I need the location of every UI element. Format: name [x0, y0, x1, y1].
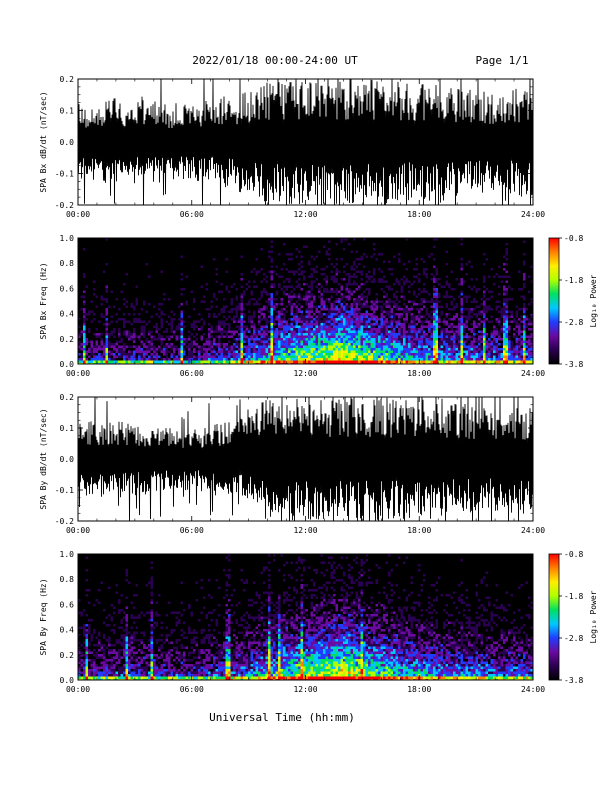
x-tick-label: 18:00	[407, 526, 431, 535]
colorbar-tick-label: -0.8	[564, 550, 583, 559]
x-tick-label: 06:00	[180, 210, 204, 219]
x-axis: 00:00 06:00 12:00 18:00 24:00	[66, 238, 545, 378]
colorbar-tick-label: -3.8	[564, 360, 583, 369]
x-tick-label: 18:00	[407, 685, 431, 694]
y-tick-label: 1.0	[60, 550, 75, 559]
colorbar: -0.8 -1.8 -2.8 -3.8 Log₁₀ Power	[548, 234, 598, 369]
y-axis-label: SPA By dB/dt (nT/sec)	[39, 408, 48, 509]
colorbar-label: Log₁₀ Power	[589, 274, 598, 327]
y-tick-label: 0.1	[60, 424, 75, 433]
y-axis: 1.0 0.8 0.6 0.4 0.2 0.0	[60, 550, 533, 685]
page-indicator: Page 1/1	[476, 54, 529, 67]
panels: 0.20.10.0-0.1-0.200:00 06:00 12:00 18:00 24:…	[39, 75, 598, 694]
y-tick-label: 0.8	[60, 259, 75, 268]
y-tick-label: 0.4	[60, 310, 75, 319]
x-tick-label: 12:00	[293, 685, 317, 694]
x-tick-label: 00:00	[66, 210, 90, 219]
x-tick-label: 00:00	[66, 369, 90, 378]
y-tick-label: 0.2	[60, 335, 75, 344]
plot-area	[78, 554, 533, 680]
x-tick-label: 24:00	[521, 210, 545, 219]
colorbar-tick-label: -0.8	[564, 234, 583, 243]
y-tick-label: -0.2	[55, 201, 74, 210]
x-axis: 00:00 06:00 12:00 18:00 24:00	[66, 397, 545, 535]
y-tick-label: 0.0	[60, 360, 75, 369]
x-tick-label: 06:00	[180, 685, 204, 694]
x-axis: 00:00 06:00 12:00 18:00 24:00	[66, 79, 545, 219]
colorbar-label: Log₁₀ Power	[589, 590, 598, 643]
colorbar-tick-label: -2.8	[564, 318, 583, 327]
x-tick-label: 24:00	[521, 526, 545, 535]
colorbar-tick-label: -1.8	[564, 276, 583, 285]
spectrogram-cells	[78, 238, 533, 364]
date-range-title: 2022/01/18 00:00-24:00 UT	[192, 54, 358, 67]
y-tick-label: 0.2	[60, 651, 75, 660]
colorbar-scale	[548, 237, 560, 365]
y-tick-label: 0.0	[60, 138, 75, 147]
y-axis: 1.0 0.8 0.6 0.4 0.2 0.0	[60, 234, 533, 369]
y-tick-label: 0.0	[60, 455, 75, 464]
x-tick-label: 18:00	[407, 369, 431, 378]
y-tick-label: -0.2	[55, 517, 74, 526]
y-tick-label: -0.1	[55, 170, 74, 179]
y-tick-label: 0.4	[60, 626, 75, 635]
x-tick-label: 12:00	[293, 210, 317, 219]
y-tick-label: -0.1	[55, 486, 74, 495]
y-tick-label: 0.0	[60, 676, 75, 685]
y-tick-label: 0.6	[60, 284, 75, 293]
y-axis-label: SPA Bx Freq (Hz)	[39, 262, 48, 339]
spectrogram-cells	[78, 554, 533, 680]
x-tick-label: 24:00	[521, 369, 545, 378]
colorbar-tick-label: -1.8	[564, 592, 583, 601]
x-axis: 00:00 06:00 12:00 18:00 24:00	[66, 554, 545, 694]
x-tick-label: 06:00	[180, 369, 204, 378]
x-axis-title: Universal Time (hh:mm)	[209, 711, 355, 724]
panel-1: 0.2 0.1 0.0 -0.1 -0.200:00 06:00 12:00 18:00 24:…	[39, 75, 545, 219]
colorbar-tick-label: -2.8	[564, 634, 583, 643]
y-axis-label: SPA By Freq (Hz)	[39, 578, 48, 655]
y-tick-label: 0.2	[60, 75, 75, 84]
x-tick-label: 12:00	[293, 526, 317, 535]
y-axis-label: SPA Bx dB/dt (nT/sec)	[39, 91, 48, 192]
panel-3: 0.2 0.1 0.0 -0.1 -0.200:00 06:00 12:00 18:00 24:…	[39, 393, 545, 535]
plot-area	[78, 238, 533, 364]
colorbar-tick-label: -3.8	[564, 676, 583, 685]
waveform-trace	[78, 397, 533, 521]
y-axis: 0.2 0.1 0.0 -0.1 -0.2	[55, 75, 533, 210]
plot-area	[78, 397, 533, 521]
x-tick-label: 24:00	[521, 685, 545, 694]
colorbar-scale	[548, 553, 560, 681]
x-tick-label: 12:00	[293, 369, 317, 378]
colorbar: -0.8 -1.8 -2.8 -3.8 Log₁₀ Power	[548, 550, 598, 685]
x-tick-label: 00:00	[66, 685, 90, 694]
y-tick-label: 0.1	[60, 107, 75, 116]
x-tick-label: 06:00	[180, 526, 204, 535]
y-tick-label: 1.0	[60, 234, 75, 243]
x-tick-label: 18:00	[407, 210, 431, 219]
waveform-trace	[78, 79, 533, 205]
y-tick-label: 0.8	[60, 575, 75, 584]
plot-area	[78, 79, 533, 205]
x-tick-label: 00:00	[66, 526, 90, 535]
y-axis: 0.2 0.1 0.0 -0.1 -0.2	[55, 393, 533, 526]
y-tick-label: 0.6	[60, 600, 75, 609]
y-tick-label: 0.2	[60, 393, 75, 402]
